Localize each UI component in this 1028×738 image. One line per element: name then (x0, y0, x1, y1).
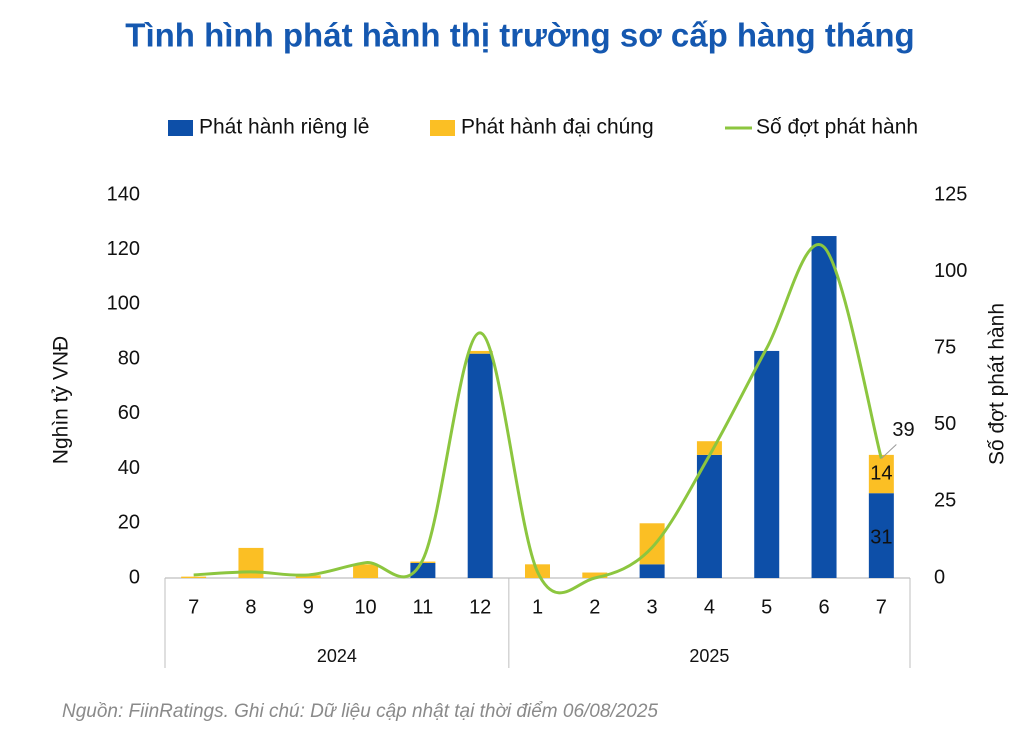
y-tick-label: 0 (129, 566, 140, 588)
bar (353, 564, 379, 578)
legend-label: Số đợt phát hành (756, 116, 918, 139)
data-label: 14 (870, 462, 892, 484)
data-label: 39 (892, 419, 914, 441)
bar (295, 575, 321, 578)
x-tick-label: 11 (413, 596, 434, 618)
y-tick-label: 100 (107, 293, 140, 315)
y2-tick-label: 0 (934, 566, 945, 588)
chart-title: Tình hình phát hành thị trường sơ cấp hà… (125, 17, 914, 54)
bar (467, 353, 493, 578)
y-tick-label: 40 (118, 457, 140, 479)
x-tick-label: 3 (647, 596, 658, 618)
bar (811, 236, 837, 579)
y-tick-label: 20 (118, 512, 140, 534)
y-tick-label: 60 (118, 402, 140, 424)
y2-tick-label: 125 (934, 183, 967, 205)
group-label: 2024 (317, 646, 357, 666)
bar (696, 454, 722, 578)
y-tick-label: 140 (107, 183, 140, 205)
data-label: 31 (870, 526, 892, 548)
bar (467, 350, 493, 354)
legend-swatch (430, 120, 455, 136)
source-note: Nguồn: FiinRatings. Ghi chú: Dữ liệu cập… (62, 701, 658, 722)
leader-line (881, 444, 897, 459)
group-label: 2025 (689, 646, 729, 666)
y2-tick-label: 50 (934, 413, 956, 435)
bar (639, 564, 665, 578)
y-tick-label: 120 (107, 238, 140, 260)
bar (868, 493, 894, 578)
y-tick-label: 80 (118, 347, 140, 369)
y2-tick-label: 75 (934, 336, 956, 358)
bar (639, 523, 665, 565)
bar (754, 350, 780, 578)
x-tick-label: 12 (469, 596, 491, 618)
x-tick-label: 4 (704, 596, 715, 618)
line (193, 243, 883, 595)
x-tick-label: 1 (532, 596, 543, 618)
x-tick-label: 5 (761, 596, 772, 618)
bar (181, 576, 207, 578)
bar (868, 454, 894, 494)
y2-tick-label: 25 (934, 490, 956, 512)
y-axis-title: Nghìn tỷ VNĐ (50, 336, 73, 464)
x-tick-label: 9 (303, 596, 314, 618)
y2-tick-label: 100 (934, 260, 967, 282)
x-tick-label: 10 (354, 596, 376, 618)
x-tick-label: 6 (818, 596, 829, 618)
y2-axis-title: Số đợt phát hành (986, 303, 1009, 465)
x-tick-label: 7 (188, 596, 199, 618)
bar (582, 572, 608, 578)
x-tick-label: 8 (245, 596, 256, 618)
bar (410, 562, 436, 578)
legend-swatch (168, 120, 193, 136)
legend-label: Phát hành riêng lẻ (199, 116, 369, 139)
x-tick-label: 7 (876, 596, 887, 618)
legend-label: Phát hành đại chúng (461, 116, 654, 139)
x-tick-label: 2 (589, 596, 600, 618)
